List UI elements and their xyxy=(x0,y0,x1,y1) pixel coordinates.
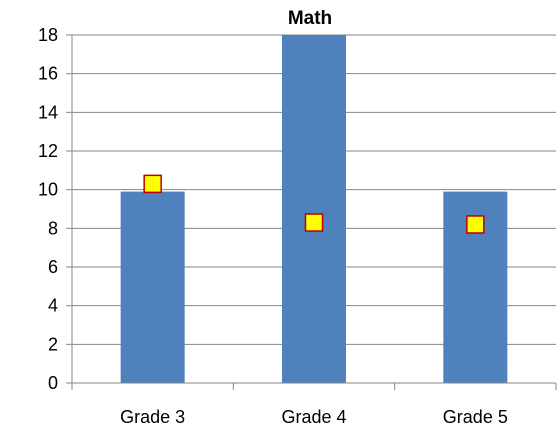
marker-point xyxy=(143,174,162,194)
x-tick-label: Grade 4 xyxy=(281,407,346,427)
marker-point xyxy=(304,213,324,232)
y-tick-label: 18 xyxy=(38,25,58,45)
y-tick-label: 16 xyxy=(38,64,58,84)
marker-point xyxy=(466,215,485,234)
axes xyxy=(66,34,557,390)
y-tick-label: 10 xyxy=(38,180,58,200)
y-tick-label: 12 xyxy=(38,141,58,161)
bar xyxy=(282,35,346,383)
chart-title: Math xyxy=(288,8,332,29)
x-tick-label: Grade 5 xyxy=(443,407,508,427)
y-tick-labels: 0 2 4 6 8 10 12 14 16 18 xyxy=(38,25,58,393)
y-tick-label: 14 xyxy=(38,102,58,122)
y-tick-label: 8 xyxy=(48,218,58,238)
marker-series xyxy=(143,174,485,234)
y-tick-label: 0 xyxy=(48,373,58,393)
y-tick-label: 6 xyxy=(48,257,58,277)
bar-series xyxy=(120,35,508,383)
x-tick-label: Grade 3 xyxy=(120,407,185,427)
y-tick-label: 2 xyxy=(48,334,58,354)
bar xyxy=(120,191,185,383)
x-tick-labels: Grade 3 Grade 4 Grade 5 xyxy=(120,407,508,427)
y-tick-label: 4 xyxy=(48,296,58,316)
